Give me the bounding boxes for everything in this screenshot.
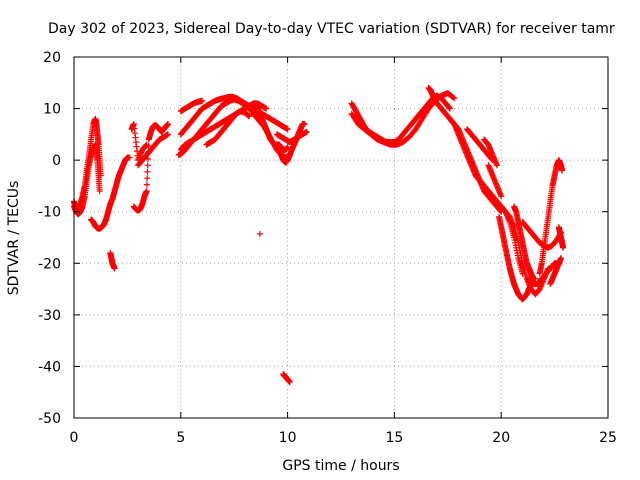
data-point [246,113,253,120]
data-point [164,121,171,128]
x-tick-label: 20 [492,430,510,446]
data-point [301,121,308,128]
data-point [143,141,150,148]
x-tick-labels: 0 5 10 15 20 25 [70,430,617,446]
data-point [96,188,103,195]
data-points [71,84,567,385]
data-point [199,97,206,104]
y-tick-label: -40 [38,359,61,375]
data-point [263,105,270,112]
x-tick-label: 5 [176,430,185,446]
y-tick-labels: 20 10 0 -10 -20 -30 -40 -50 [38,50,61,427]
x-tick-label: 0 [70,430,79,446]
data-point [284,144,291,151]
data-point [144,175,151,182]
y-tick-label: -10 [38,205,61,221]
y-axis-label: SDTVAR / TECUs [6,181,22,296]
chart-title: Day 302 of 2023, Sidereal Day-to-day VTE… [48,21,615,37]
y-tick-label: 20 [43,50,61,66]
x-tick-label: 10 [279,430,297,446]
x-tick-label: 25 [599,430,617,446]
data-point [143,181,150,188]
data-point [126,154,133,161]
data-point [284,126,291,133]
x-tick-label: 15 [385,430,403,446]
data-point [303,128,310,135]
data-point [144,168,151,175]
grid-lines [74,57,608,418]
plot-frame [73,56,609,419]
axis-ticks [73,56,609,419]
data-point [143,188,150,195]
y-tick-label: 0 [52,153,61,169]
data-point [286,378,293,385]
data-point [111,265,118,272]
data-point [164,131,171,138]
y-tick-label: 10 [43,102,61,118]
y-tick-label: -20 [38,256,61,272]
y-tick-label: -50 [38,411,61,427]
data-point [256,230,263,237]
y-tick-label: -30 [38,308,61,324]
x-axis-label: GPS time / hours [282,458,399,474]
data-point [144,162,151,169]
